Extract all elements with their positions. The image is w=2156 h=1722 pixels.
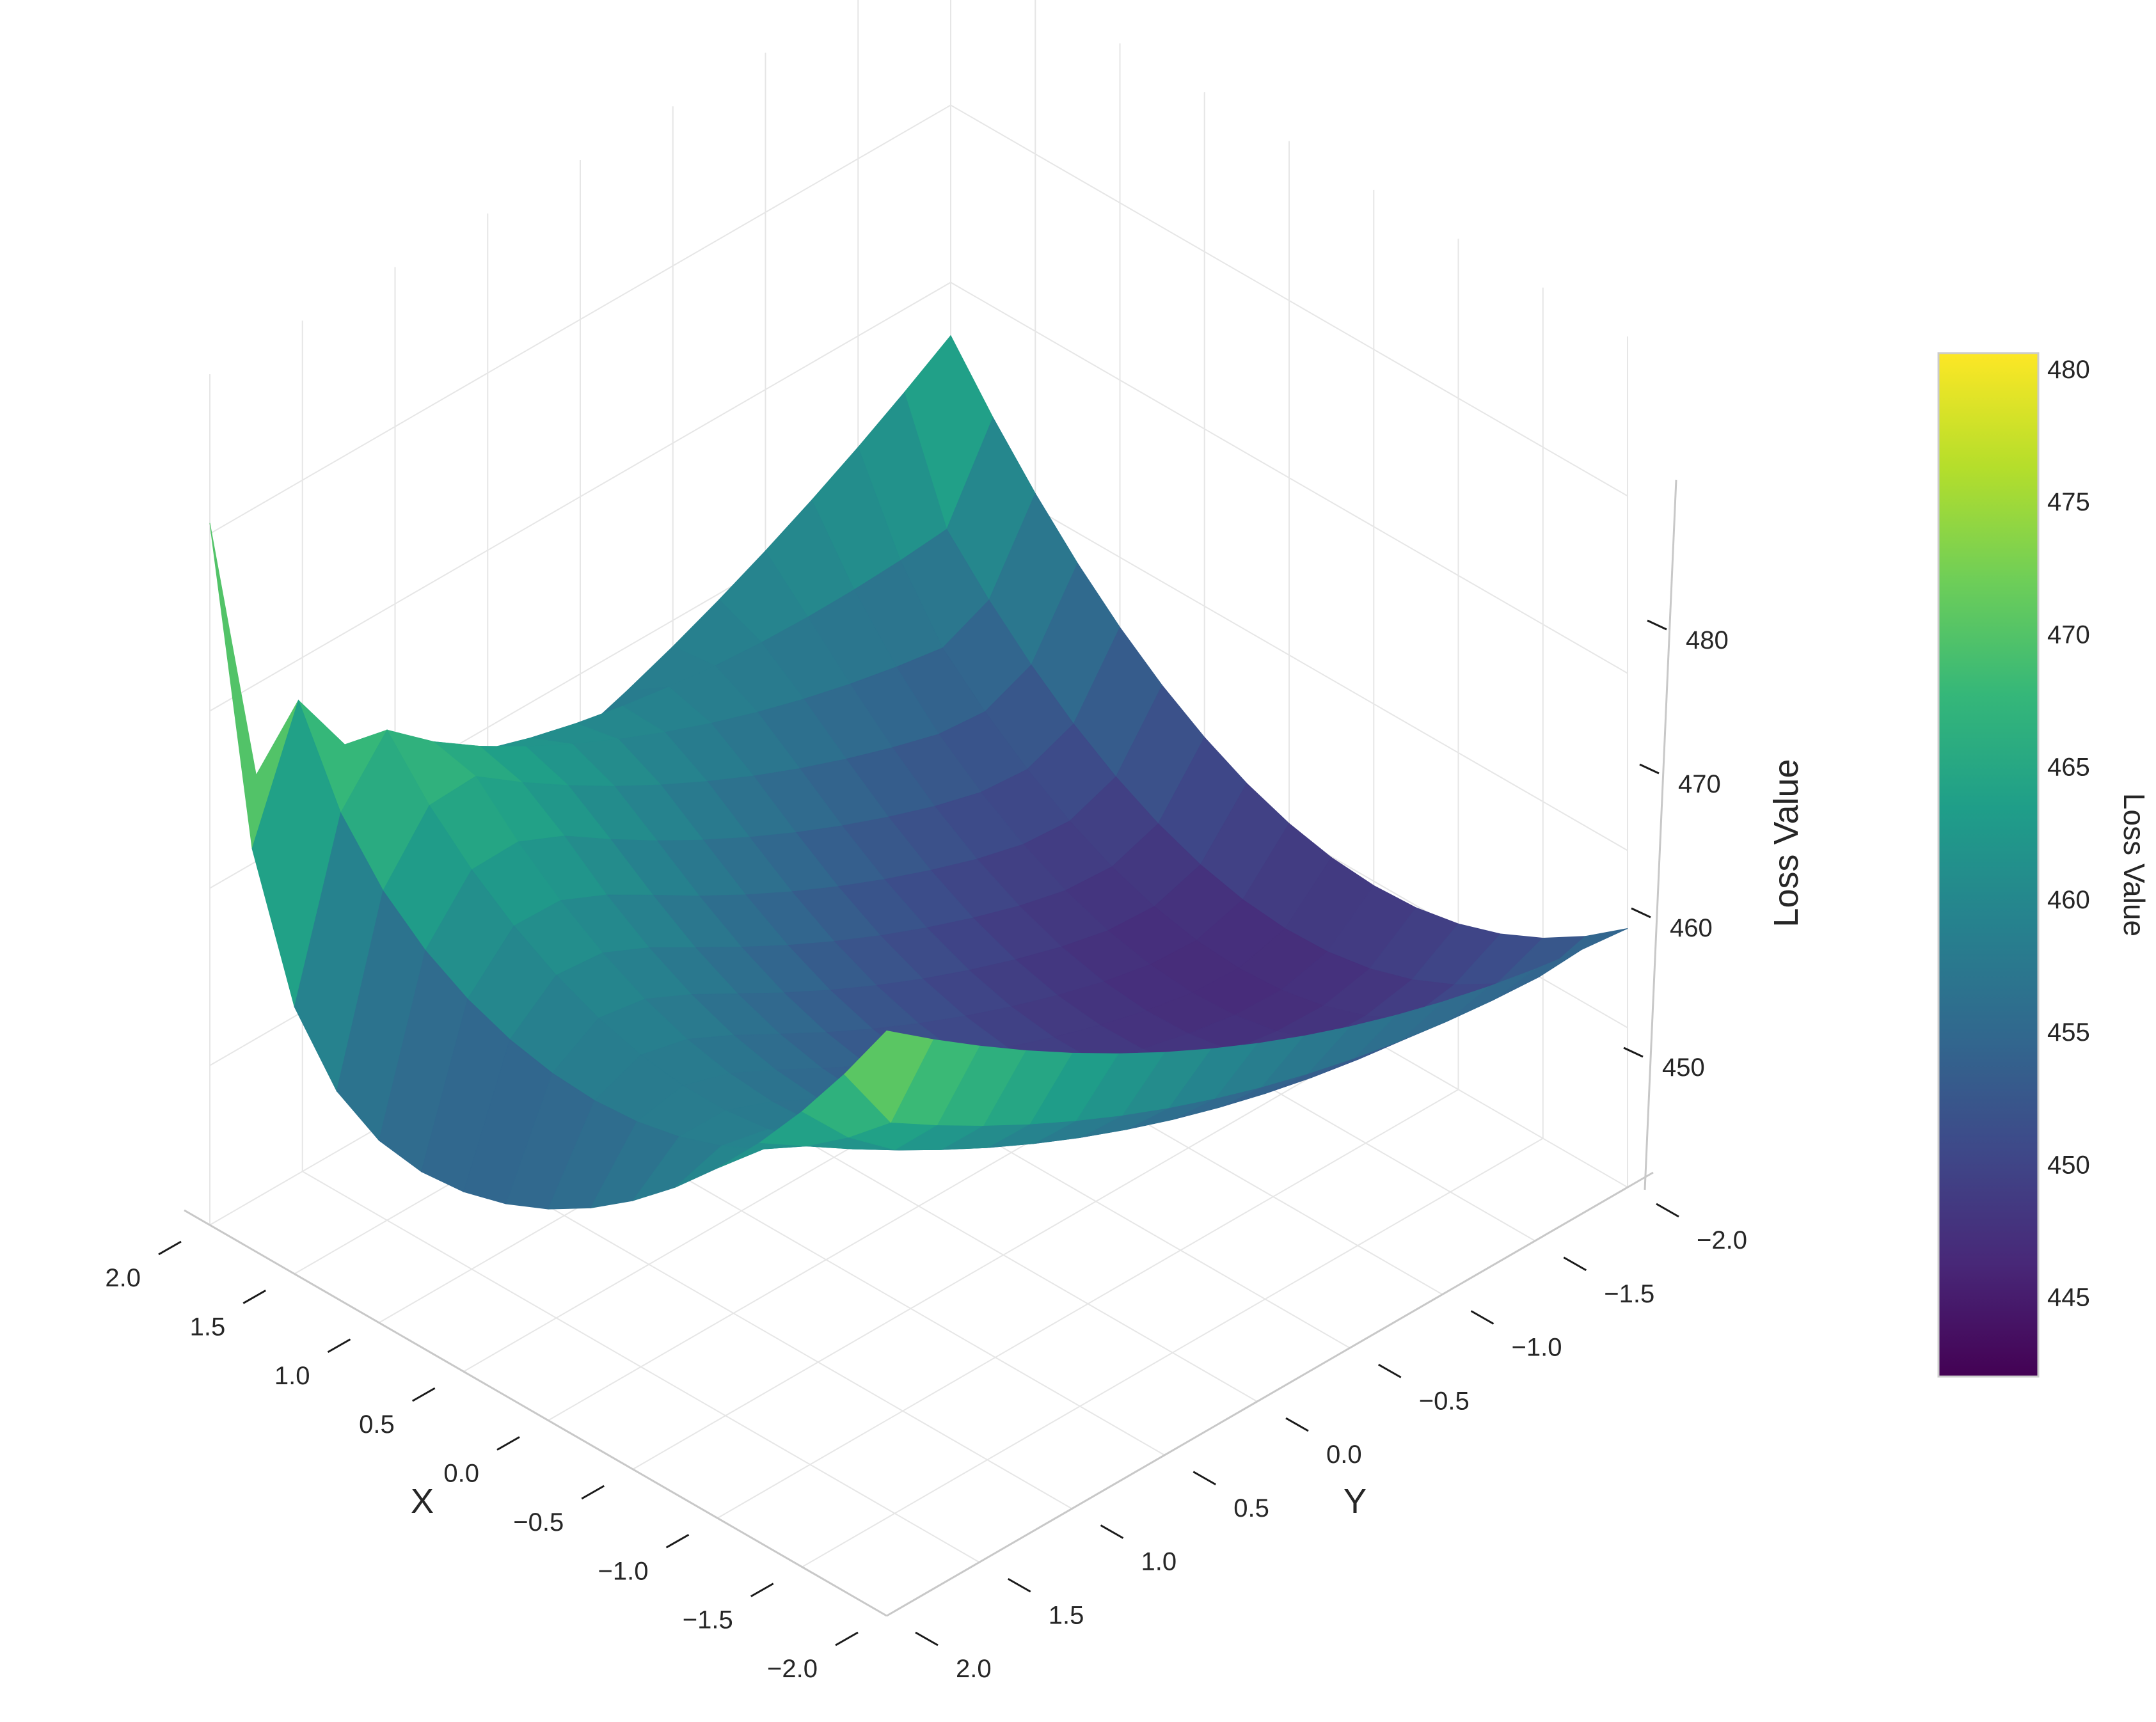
y-tick-label: −2.0 (1697, 1226, 1747, 1254)
x-tick-label: 0.5 (359, 1410, 395, 1439)
z-tick (1631, 907, 1651, 919)
y-axis-title: Y (1344, 1482, 1367, 1521)
x-axis-title: X (411, 1482, 434, 1521)
x-tick (665, 1533, 690, 1549)
y-tick-label: −0.5 (1419, 1387, 1470, 1415)
colorbar-gradient (1937, 352, 2040, 1378)
z-axis-title: Loss Value (1767, 759, 1805, 927)
z-tick-label: 470 (1678, 770, 1721, 798)
wall-grid-line (209, 104, 1628, 535)
z-tick-label: 460 (1670, 914, 1713, 942)
colorbar-tick-label: 455 (2047, 1018, 2090, 1047)
x-tick (835, 1631, 859, 1647)
x-tick (158, 1240, 182, 1256)
surface-facet (844, 1031, 934, 1123)
y-tick (1470, 1310, 1494, 1325)
colorbar-title: Loss Value (2118, 793, 2151, 936)
x-tick-label: 0.0 (443, 1460, 479, 1488)
colorbar-tick-label: 465 (2047, 754, 2090, 782)
x-tick (496, 1436, 520, 1451)
z-tick (1623, 1047, 1644, 1058)
colorbar-tick-label: 475 (2047, 488, 2090, 516)
y-tick (1656, 1203, 1679, 1218)
x-tick (750, 1583, 774, 1597)
x-tick-label: −1.5 (683, 1606, 733, 1634)
x-tick-label: −0.5 (513, 1508, 564, 1536)
y-tick (1285, 1417, 1309, 1432)
y-tick (915, 1631, 939, 1647)
colorbar-tick-label: 450 (2047, 1151, 2090, 1179)
floor-grid-line (302, 1171, 980, 1563)
y-tick-label: −1.0 (1512, 1334, 1562, 1362)
colorbar-tick-label: 445 (2047, 1284, 2090, 1312)
y-tick-label: 0.5 (1233, 1494, 1269, 1522)
x-tick (327, 1338, 351, 1354)
colorbar: 445 450 455 460 465 470 475 480 Loss Value (1937, 352, 2151, 1378)
z-tick (1639, 763, 1660, 775)
y-tick (1193, 1471, 1216, 1486)
y-tick-label: 0.0 (1326, 1441, 1362, 1469)
z-axis-line (1644, 479, 1677, 1190)
x-tick (242, 1290, 266, 1304)
y-tick (1563, 1256, 1587, 1272)
y-tick-label: 1.0 (1141, 1548, 1177, 1576)
y-tick-label: 2.0 (956, 1655, 992, 1683)
y-tick (1100, 1524, 1124, 1539)
x-tick-label: −1.0 (598, 1557, 649, 1585)
x-axis-line (184, 1209, 887, 1617)
surface (209, 335, 1628, 1210)
x-tick-label: 1.0 (274, 1362, 310, 1390)
y-axis-line (886, 1171, 1654, 1617)
y-tick-label: −1.5 (1604, 1280, 1654, 1308)
x-tick (581, 1485, 605, 1500)
colorbar-tick-label: 480 (2047, 356, 2090, 384)
z-tick-label: 480 (1686, 626, 1729, 654)
y-tick (1378, 1363, 1402, 1378)
z-tick (1647, 619, 1667, 631)
y-tick-label: 1.5 (1049, 1601, 1084, 1629)
x-tick-label: 1.5 (190, 1313, 226, 1341)
x-tick (412, 1387, 436, 1402)
x-tick-label: −2.0 (767, 1655, 818, 1683)
axes: 2.0 1.5 1.0 0.5 0.0 −0.5 −1.0 −1.5 −2.0 −2.0 −1.5 −… (105, 479, 1805, 1683)
x-tick-label: 2.0 (105, 1264, 141, 1292)
z-tick-label: 450 (1662, 1054, 1705, 1082)
wall-grid-line (209, 281, 1628, 712)
colorbar-tick-label: 460 (2047, 886, 2090, 914)
colorbar-tick-label: 470 (2047, 620, 2090, 649)
y-tick (1008, 1577, 1031, 1593)
